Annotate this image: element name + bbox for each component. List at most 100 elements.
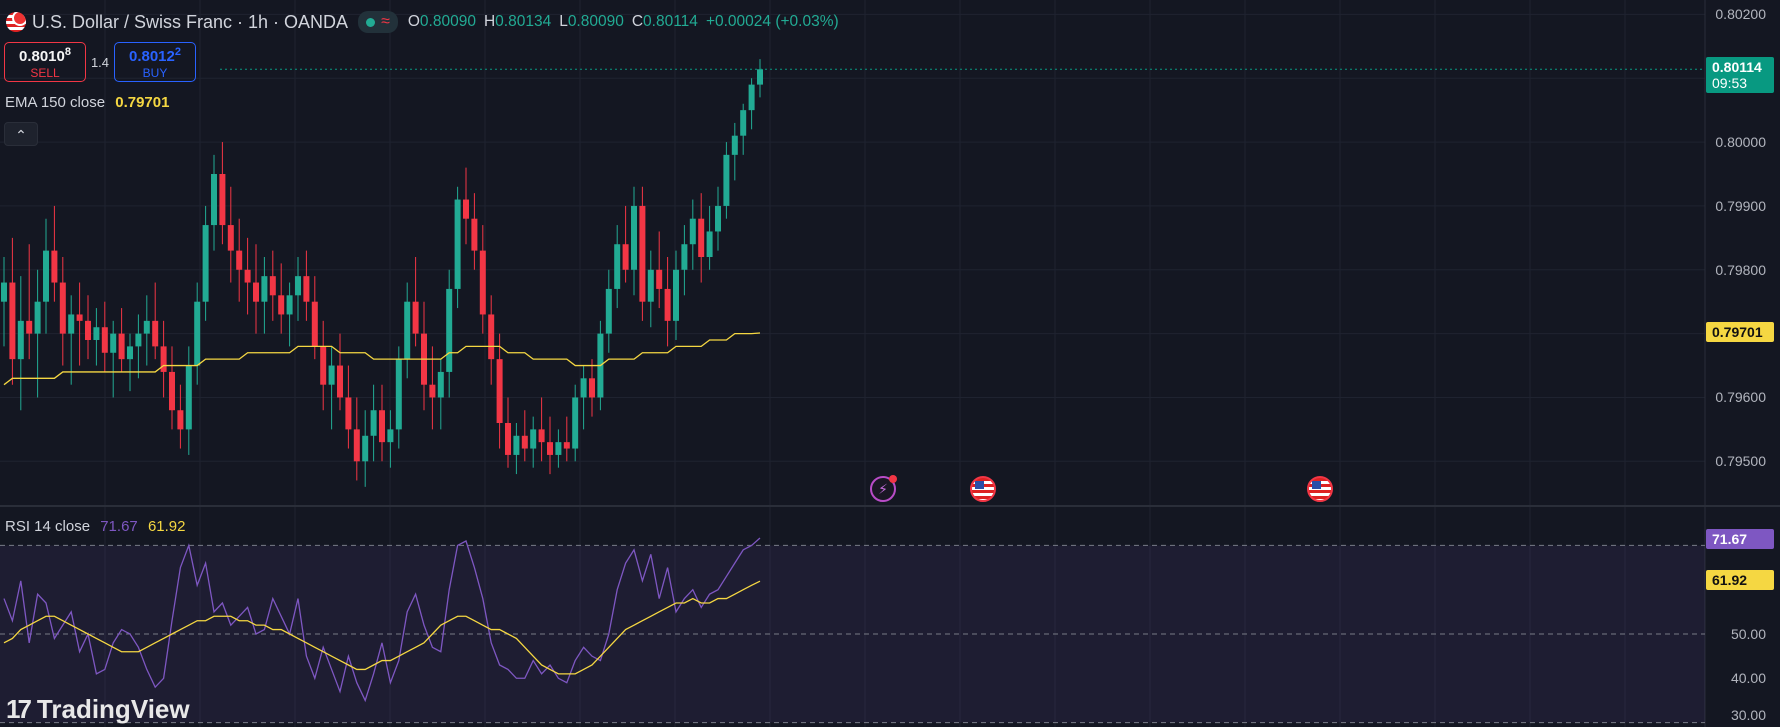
candle-body — [135, 333, 142, 347]
buy-button[interactable]: 0.80122 BUY — [114, 42, 196, 82]
usd-chf-flag-icon — [6, 12, 26, 32]
ema-price-tag: 0.79701 — [1706, 321, 1774, 342]
candle-body — [152, 320, 159, 347]
ohlc-value: 0.80134 — [495, 13, 552, 30]
sell-button[interactable]: 0.80108 SELL — [4, 42, 86, 82]
candle-body — [76, 314, 83, 321]
candle-body — [253, 282, 259, 302]
candle-body — [471, 218, 478, 251]
candle-body — [479, 250, 486, 315]
rsi-legend[interactable]: RSI 14 close 71.67 61.92 — [5, 518, 185, 535]
rsi-ma-value-tag: 61.92 — [1706, 570, 1774, 591]
candle-body — [185, 365, 192, 430]
candle-body — [429, 384, 436, 398]
current-price-value: 0.80114 — [1712, 59, 1762, 76]
candle-body — [664, 288, 671, 321]
buy-pip: 2 — [174, 46, 181, 58]
candle-body — [202, 225, 209, 302]
candle-body — [412, 301, 419, 334]
ohlc-item: C0.80114 — [632, 13, 698, 31]
ohlc-value: 0.80090 — [567, 13, 624, 30]
candle-body — [43, 250, 49, 302]
candle-body — [17, 320, 24, 360]
candle-body — [614, 244, 621, 289]
collapse-legend-button[interactable]: ⌃ — [4, 122, 38, 146]
ema-label: EMA 150 close — [5, 94, 106, 111]
candle-body — [555, 442, 562, 455]
candle-body — [538, 429, 545, 443]
logo-text: TradingView — [36, 694, 190, 724]
candle-body — [631, 205, 637, 270]
candle-body — [261, 276, 268, 302]
price-axis-label: 0.80000 — [1715, 134, 1766, 151]
tradingview-logo-icon: 17 — [6, 694, 32, 724]
candle-body — [219, 174, 226, 226]
candle-body — [1, 282, 7, 302]
candle-body — [194, 301, 201, 366]
candle-body — [320, 346, 327, 385]
price-axis-label: 0.79800 — [1715, 261, 1766, 278]
candle-body — [757, 69, 763, 85]
ema-line — [3, 332, 761, 386]
candle-body — [437, 371, 444, 398]
price-axis-label: 0.80200 — [1715, 6, 1766, 23]
candle-body — [454, 199, 461, 289]
candle-body — [236, 250, 243, 270]
tradingview-logo[interactable]: 17 TradingView — [6, 694, 190, 725]
candle-body — [488, 314, 495, 360]
candle-body — [387, 429, 394, 443]
candle-body — [647, 269, 654, 302]
candle-body — [698, 218, 705, 257]
rsi-band — [0, 545, 1705, 723]
candle-body — [513, 435, 520, 455]
candle-body — [295, 276, 301, 296]
ohlc-key: H — [483, 13, 496, 30]
flash-event-icon[interactable]: ⚡ — [870, 475, 897, 502]
candle-body — [93, 327, 100, 340]
candle-body — [446, 288, 453, 372]
ohlc-value: 0.80114 — [643, 13, 698, 30]
ema-value: 0.79701 — [115, 94, 170, 111]
candle-body — [370, 410, 377, 436]
market-status-pill[interactable]: ≈ — [358, 11, 398, 33]
symbol-title[interactable]: U.S. Dollar / Swiss Franc · 1h · OANDA — [32, 11, 349, 32]
us-flag-event-icon[interactable] — [970, 476, 996, 502]
candle-body — [379, 410, 385, 443]
ohlc-item: +0.00024 (+0.03%) — [706, 13, 839, 31]
candle-body — [605, 288, 612, 334]
candle-body — [404, 301, 411, 360]
candle-body — [26, 320, 33, 334]
candle-body — [639, 205, 646, 302]
price-axis-label: 0.79600 — [1715, 389, 1766, 406]
ohlc-key: C — [631, 13, 644, 30]
candle-body — [362, 435, 369, 462]
chart-header: U.S. Dollar / Swiss Franc · 1h · OANDA ≈… — [6, 10, 839, 34]
ema-legend[interactable]: EMA 150 close 0.79701 — [5, 94, 169, 111]
chevron-up-icon: ⌃ — [15, 127, 27, 143]
rsi-value: 71.67 — [100, 518, 138, 535]
candle-body — [731, 135, 738, 155]
candle-body — [211, 174, 217, 226]
candle-body — [689, 218, 696, 245]
candle-body — [681, 244, 688, 270]
candle-body — [622, 244, 629, 270]
sell-pip: 8 — [64, 46, 71, 58]
price-axis-label: 0.79900 — [1715, 197, 1766, 214]
candle-body — [9, 282, 16, 360]
candle-body — [127, 346, 133, 360]
candle-body — [143, 320, 150, 334]
candle-body — [395, 359, 402, 430]
candle-body — [286, 295, 293, 315]
us-flag-event-icon[interactable] — [1307, 476, 1333, 502]
rsi-axis-label: 40.00 — [1730, 670, 1766, 687]
rsi-axis-label: 30.00 — [1730, 707, 1766, 723]
candle-body — [169, 371, 175, 411]
ohlc-item: O0.80090 — [408, 13, 476, 31]
rsi-label: RSI 14 close — [5, 518, 91, 535]
candle-body — [547, 442, 553, 455]
candle-body — [118, 333, 125, 360]
candle-body — [353, 429, 360, 462]
ohlc-item: H0.80134 — [484, 13, 551, 31]
candle-body — [269, 276, 276, 296]
